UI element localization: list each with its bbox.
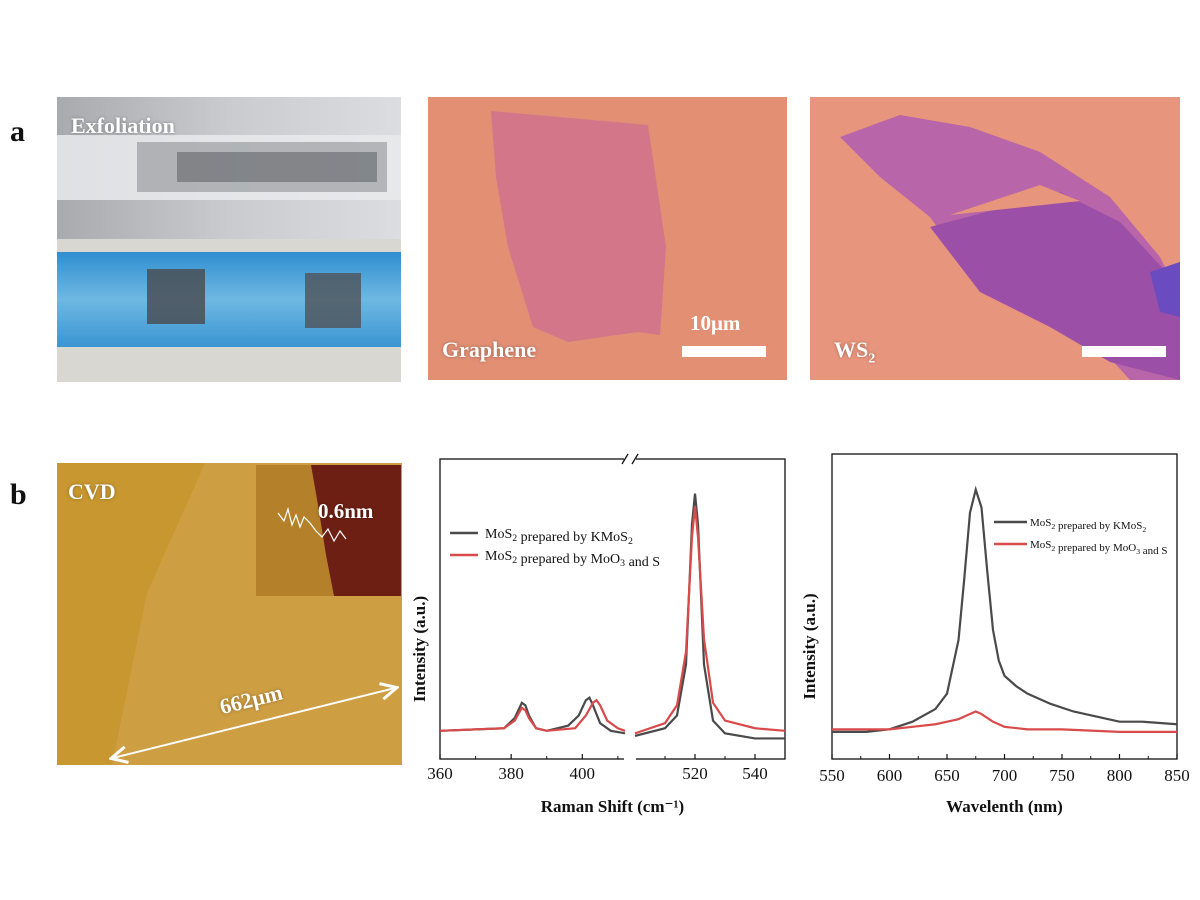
axis-break-mark [631,453,639,465]
graphene-flake-illustration [491,111,666,342]
axis-break-mark [621,453,629,465]
legend-label: MoS2 prepared by MoO3 and S [1030,539,1168,557]
graphene-photo: Graphene 10μm [428,97,787,380]
x-tick-label: 850 [1164,766,1190,785]
y-axis-label: Intensity (a.u.) [410,596,429,702]
afm-inset: 0.6nm [256,465,401,596]
legend-label: MoS2 prepared by MoO3 and S [485,549,660,570]
axis-break-gap-top [624,454,636,464]
panel-label-b: b [10,478,27,511]
ws2-flake-illustration [840,115,1180,380]
cvd-photo: CVD 662μm 0.6nm [57,463,402,765]
raman-chart: 360 380 400 520 540 Raman Shift (cm⁻¹) Intensi… [410,453,786,816]
afm-inset-illustration [256,465,347,596]
series-line-kmos2 [439,695,626,735]
exfoliation-label: Exfoliation [71,113,175,138]
series-line-kmos2 [634,493,785,740]
ws2-photo: WS2 [810,97,1180,380]
x-tick-label: 700 [992,766,1018,785]
x-tick-label: 550 [819,766,845,785]
y-axis-label: Intensity (a.u.) [800,593,819,699]
plot-frame [831,453,1178,760]
plot-frame [439,458,786,760]
ws2-label: WS2 [834,337,875,367]
panel-label-a: a [10,115,25,148]
cvd-label: CVD [68,479,116,504]
axis-break-gap-bottom [624,754,636,764]
x-tick-label: 380 [498,764,524,783]
x-tick-label: 400 [570,764,596,783]
exfoliation-illustration [57,97,401,382]
exfoliation-photo: Exfoliation [57,97,401,382]
x-tick-label: 800 [1107,766,1133,785]
afm-height-label: 0.6nm [318,499,374,523]
legend-label: MoS2 prepared by KMoS2 [1030,517,1146,534]
ws2-scale-bar [1082,346,1166,357]
x-tick-label: 540 [742,764,768,783]
x-tick-label: 520 [682,764,708,783]
series-line-kmos2 [832,485,1178,733]
x-axis-label: Wavelenth (nm) [946,797,1063,816]
x-tick-label: 600 [877,766,903,785]
ws2-label-sub: 2 [868,351,876,367]
graphene-scale-text: 10μm [690,311,741,335]
series-line-moo3-s [832,710,1177,733]
x-tick-label: 650 [934,766,960,785]
series-line-moo3-s [439,698,626,732]
graphene-label: Graphene [442,337,537,362]
legend-label: MoS2 prepared by KMoS2 [485,527,633,547]
series-line-moo3-s [634,506,786,735]
ws2-label-base: WS [834,337,869,362]
pl-chart: 550 600 650 700 750 800 850 Wavelenth (nm) Inten… [800,453,1190,816]
x-tick-label: 750 [1049,766,1075,785]
x-axis-label: Raman Shift (cm⁻¹) [541,797,684,816]
x-tick-label: 360 [427,764,453,783]
graphene-scale-bar [682,346,766,357]
